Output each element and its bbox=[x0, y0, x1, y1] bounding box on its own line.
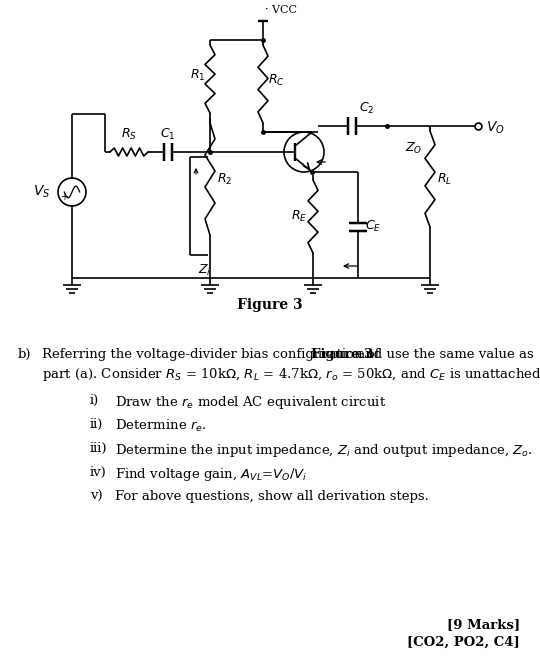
Text: $C_E$: $C_E$ bbox=[365, 219, 381, 234]
Text: For above questions, show all derivation steps.: For above questions, show all derivation… bbox=[115, 490, 429, 503]
Text: $R_E$: $R_E$ bbox=[291, 209, 307, 224]
Text: Figure 3: Figure 3 bbox=[237, 298, 303, 312]
Text: +: + bbox=[60, 192, 68, 202]
Text: iv): iv) bbox=[90, 466, 107, 479]
Text: v): v) bbox=[90, 490, 103, 503]
Text: $C_2$: $C_2$ bbox=[359, 101, 374, 116]
Text: $R_1$: $R_1$ bbox=[190, 68, 205, 82]
Text: b): b) bbox=[18, 348, 31, 361]
Text: iii): iii) bbox=[90, 442, 107, 455]
Text: $V_O$: $V_O$ bbox=[486, 120, 505, 136]
Text: Draw the $r_e$ model AC equivalent circuit: Draw the $r_e$ model AC equivalent circu… bbox=[115, 394, 386, 411]
Text: Determine $r_e$.: Determine $r_e$. bbox=[115, 418, 207, 434]
Text: Determine the input impedance, $Z_i$ and output impedance, $Z_o$.: Determine the input impedance, $Z_i$ and… bbox=[115, 442, 533, 459]
Text: [9 Marks]: [9 Marks] bbox=[447, 618, 520, 631]
Text: Find voltage gain, $A_{VL}$=$V_O$/$V_i$: Find voltage gain, $A_{VL}$=$V_O$/$V_i$ bbox=[115, 466, 307, 483]
Text: $R_C$: $R_C$ bbox=[268, 72, 285, 88]
Text: Figure 3: Figure 3 bbox=[312, 348, 374, 361]
Text: · VCC: · VCC bbox=[265, 5, 297, 15]
Text: $V_S$: $V_S$ bbox=[32, 184, 50, 200]
Text: [CO2, PO2, C4]: [CO2, PO2, C4] bbox=[407, 636, 520, 649]
Text: $R_L$: $R_L$ bbox=[437, 171, 452, 187]
Text: $C_1$: $C_1$ bbox=[160, 127, 176, 142]
Text: $R_S$: $R_S$ bbox=[121, 127, 137, 142]
Text: $Z_i$: $Z_i$ bbox=[198, 263, 212, 278]
Text: ii): ii) bbox=[90, 418, 103, 431]
Text: and use the same value as: and use the same value as bbox=[353, 348, 534, 361]
Text: $Z_O$: $Z_O$ bbox=[404, 140, 422, 156]
Text: Referring the voltage-divider bias configuration of: Referring the voltage-divider bias confi… bbox=[42, 348, 384, 361]
Text: $R_2$: $R_2$ bbox=[217, 171, 232, 187]
Text: i): i) bbox=[90, 394, 99, 407]
Text: part (a). Consider $R_S$ = 10k$\Omega$, $R_L$ = 4.7k$\Omega$, $r_o$ = 50k$\Omega: part (a). Consider $R_S$ = 10k$\Omega$, … bbox=[42, 366, 540, 383]
